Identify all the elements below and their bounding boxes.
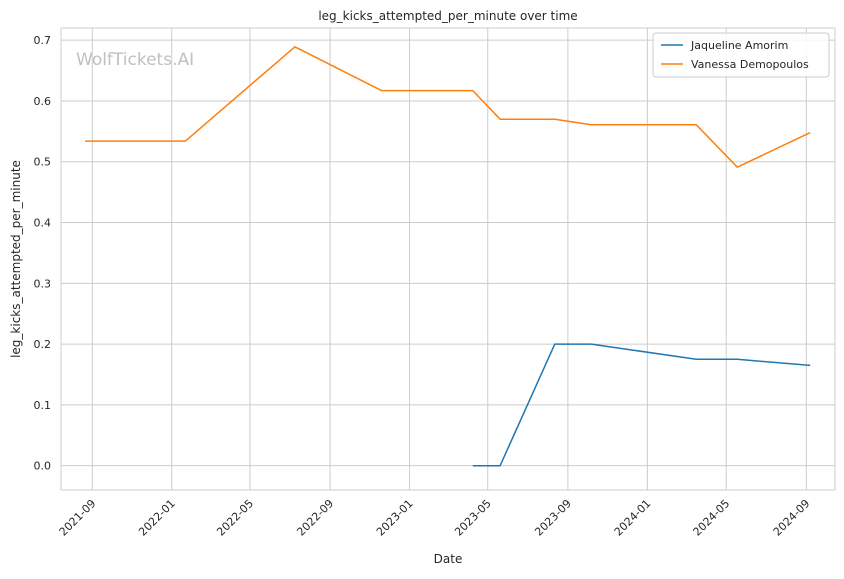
y-tick-label: 0.5 bbox=[34, 156, 52, 169]
y-axis-ticks: 0.0 0.1 0.2 0.3 0.4 0.5 0.6 0.7 bbox=[34, 34, 52, 473]
series-line-1 bbox=[472, 343, 811, 467]
legend-label: Vanessa Demopoulos bbox=[691, 58, 809, 71]
watermark: WolfTickets.AI bbox=[76, 50, 194, 70]
y-tick-label: 0.0 bbox=[34, 460, 52, 473]
y-tick-label: 0.7 bbox=[34, 34, 52, 47]
y-tick-label: 0.2 bbox=[34, 338, 52, 351]
plot-area bbox=[60, 27, 836, 491]
y-tick-label: 0.1 bbox=[34, 399, 52, 412]
x-axis-label: Date bbox=[434, 552, 463, 566]
legend-box bbox=[652, 32, 830, 78]
series-lines bbox=[85, 46, 811, 467]
grid bbox=[61, 28, 835, 490]
y-axis-label: leg_kicks_attempted_per_minute bbox=[9, 160, 23, 358]
legend: Jaqueline Amorim Vanessa Demopoulos bbox=[652, 32, 830, 78]
series-line-2 bbox=[85, 46, 811, 168]
y-tick-label: 0.4 bbox=[34, 217, 52, 230]
legend-label: Jaqueline Amorim bbox=[690, 39, 788, 52]
chart-title: leg_kicks_attempted_per_minute over time bbox=[318, 9, 577, 23]
y-tick-label: 0.6 bbox=[34, 95, 52, 108]
y-tick-label: 0.3 bbox=[34, 277, 52, 290]
